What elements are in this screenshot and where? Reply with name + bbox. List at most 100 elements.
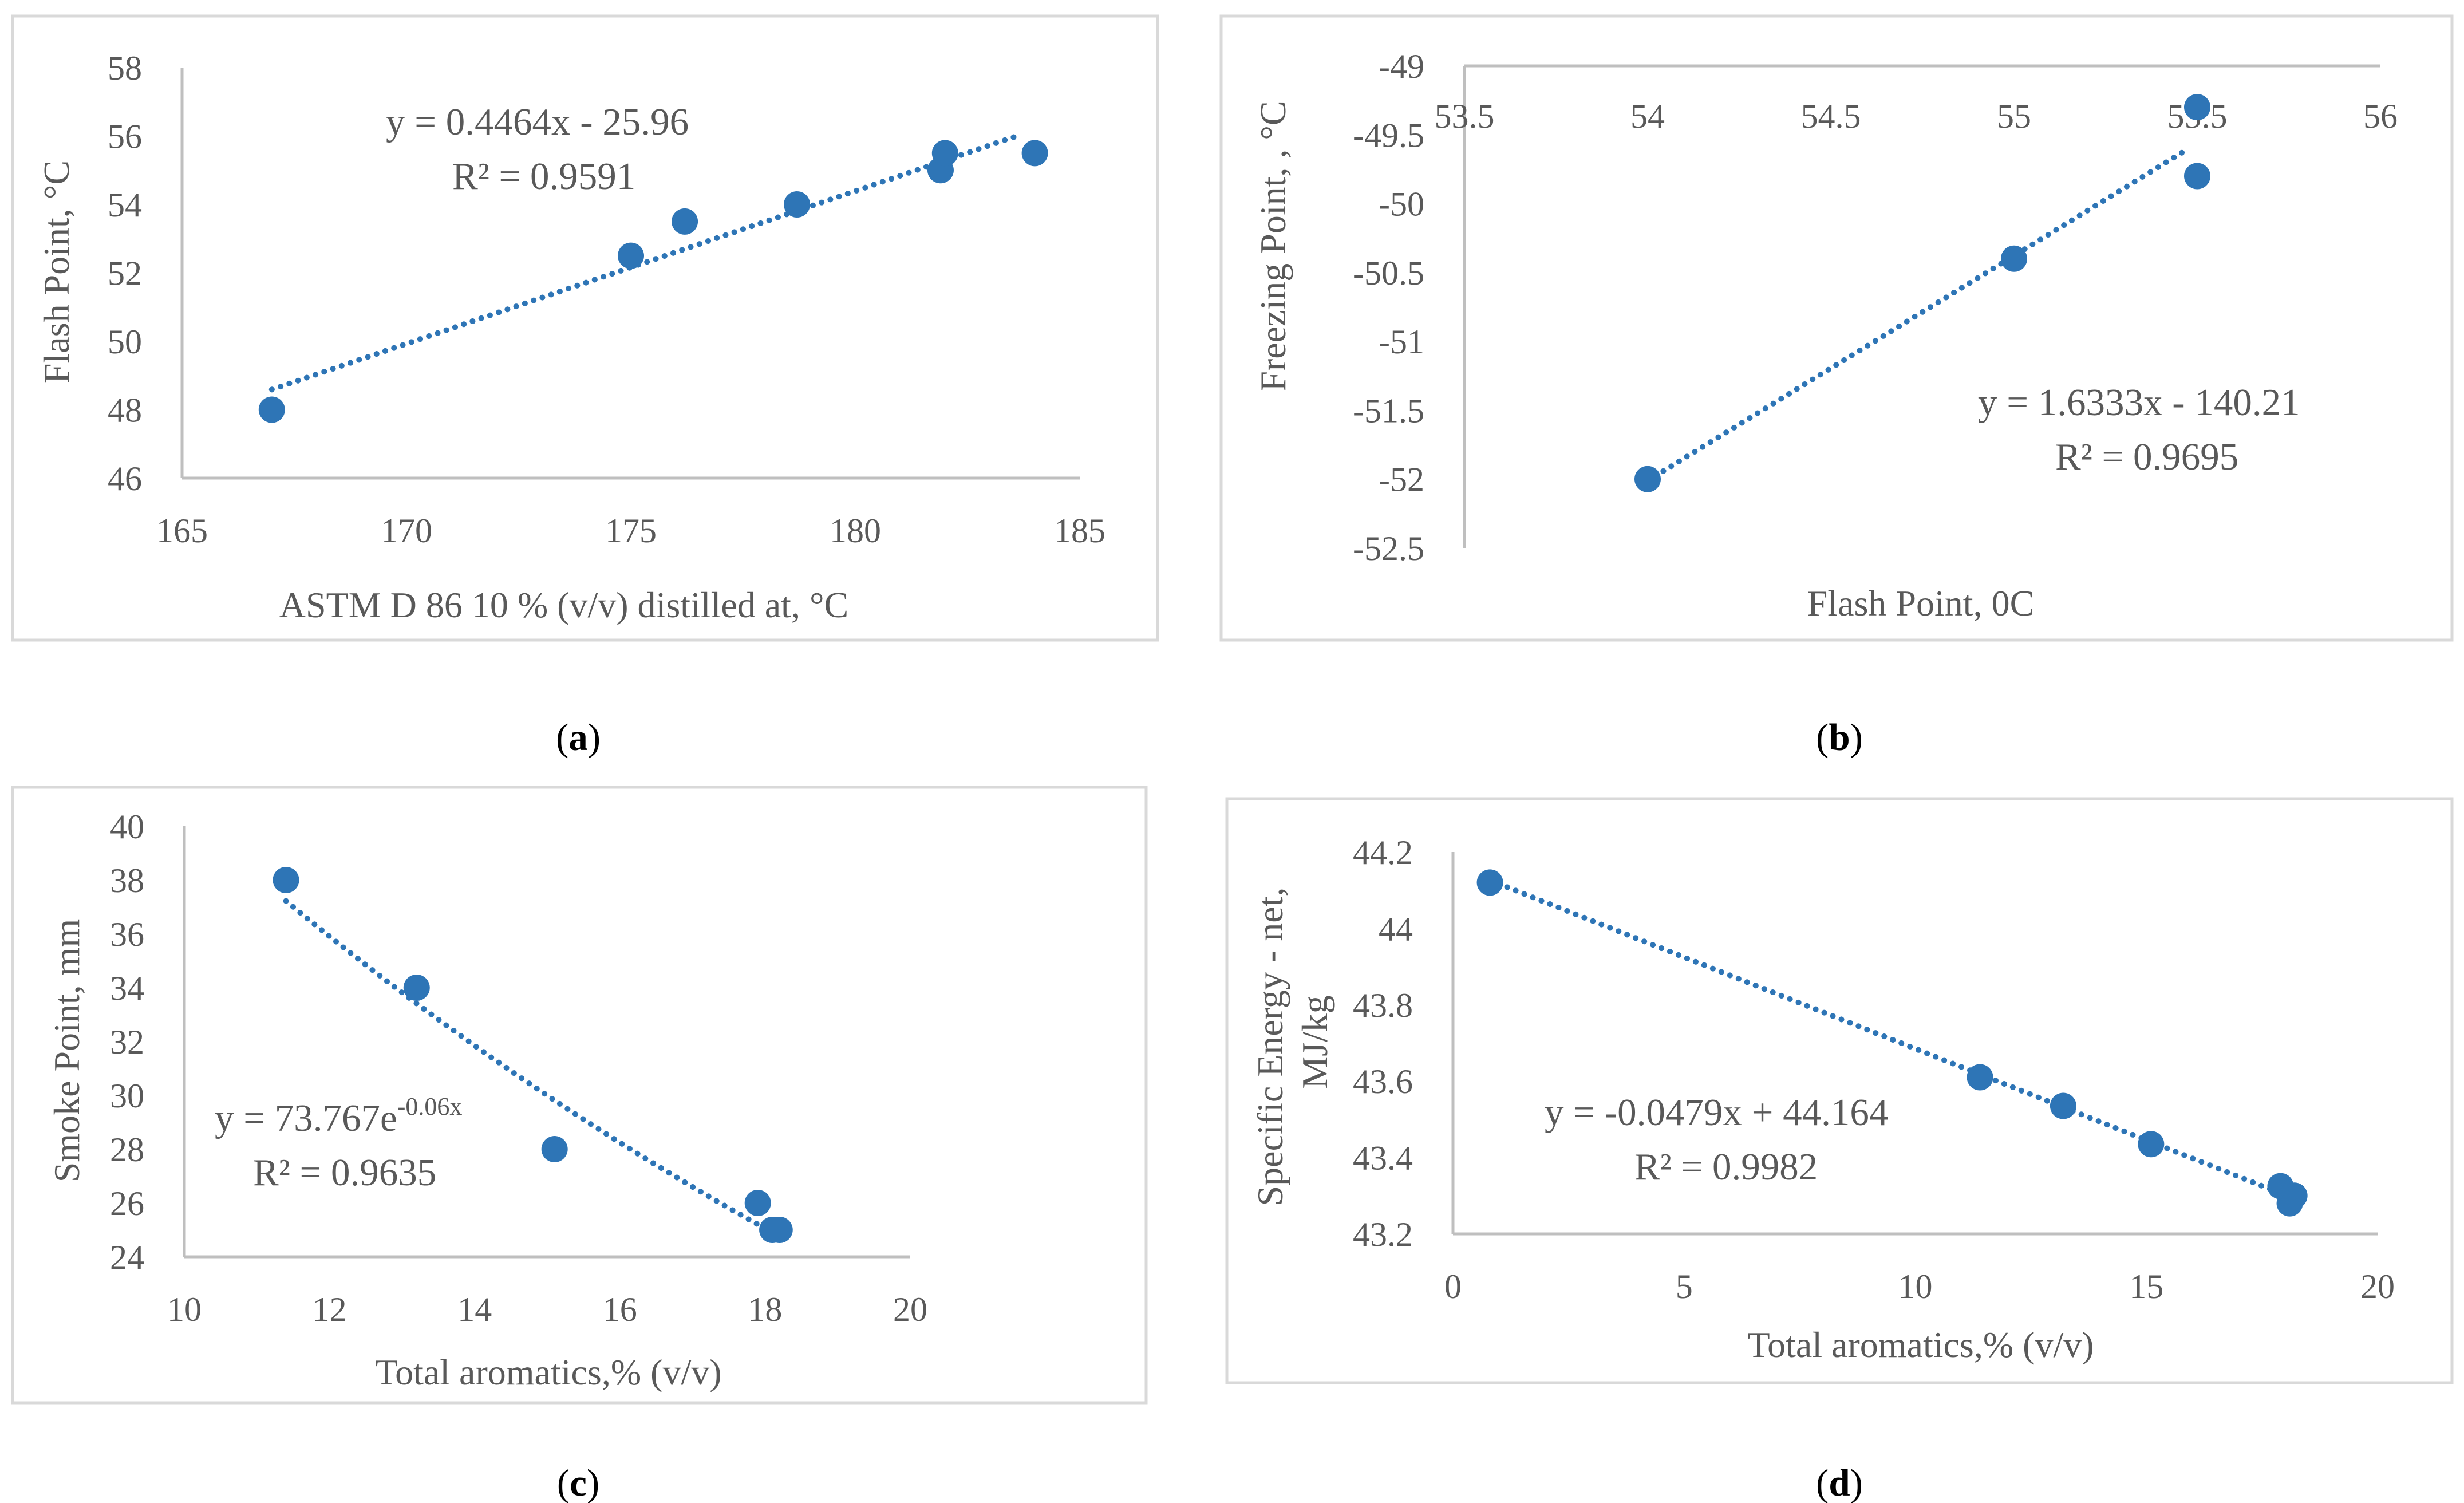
panel-c-x-tick-label: 20 — [893, 1291, 927, 1328]
panel-d-ylabel-line1: Specific Energy - net, — [1250, 887, 1290, 1206]
panel-c-y-tick-label: 40 — [110, 808, 144, 846]
panel-b-x-tick-label: 55 — [1997, 97, 2031, 135]
panel-d-ylabel-line2: MJ/kg — [1294, 995, 1335, 1089]
panel-d-y-tick-label: 43.8 — [1353, 987, 1413, 1024]
panel-b-trendline — [1645, 147, 2189, 484]
panel-d-equation: y = -0.0479x + 44.164 — [1545, 1091, 1888, 1134]
panel-c-data-point — [766, 1217, 793, 1243]
panel-a-x-tick-label: 185 — [1054, 512, 1105, 550]
panel-b-ylabel: Freezing Point, , °C — [1253, 101, 1293, 391]
panel-a-data-point — [618, 242, 644, 269]
panel-c: 10 12 14 16 18 20 24 26 28 30 32 34 36 38 40 y = 73.76… — [11, 786, 1148, 1503]
panel-b-data-point — [2184, 163, 2210, 190]
panel-b-trendline-path — [1645, 147, 2189, 484]
panel-b-points — [1634, 94, 2210, 492]
panel-c-ylabel: Smoke Point, mm — [46, 919, 87, 1183]
panel-c-y-tick-label: 34 — [110, 969, 144, 1007]
panel-a-r2: R² = 0.9591 — [452, 155, 635, 198]
panel-c-x-tick-label: 18 — [748, 1291, 782, 1328]
panel-c-y-tick-label: 30 — [110, 1077, 144, 1115]
panel-b-data-point — [2001, 245, 2027, 272]
panel-a-y-tick-label: 56 — [108, 118, 142, 156]
panel-d-x-tick-label: 15 — [2129, 1268, 2163, 1305]
panel-a-data-point — [672, 208, 698, 235]
panel-c-xlabel: Total aromatics,% (v/v) — [375, 1352, 721, 1392]
panel-a-y-tick-label: 50 — [108, 323, 142, 361]
panel-a-frame — [11, 14, 1159, 642]
panel-a-equation: y = 0.4464x - 25.96 — [386, 101, 689, 143]
panel-b-x-tick-label: 53.5 — [1435, 97, 1495, 135]
panel-d-frame — [1225, 797, 2454, 1384]
panel-b-x-tick-label: 54 — [1630, 97, 1665, 135]
panel-d-data-point — [2138, 1131, 2165, 1158]
panel-b-y-tick-label: -50.5 — [1353, 254, 1424, 292]
panel-b-y-tick-label: -52 — [1379, 461, 1424, 499]
panel-c-x-tick-label: 16 — [603, 1291, 637, 1328]
panel-d-y-tick-label: 43.6 — [1353, 1063, 1413, 1100]
panel-b-data-point — [2184, 94, 2210, 121]
panel-b: 53.55454.55555.556-49-49.5-50-50.5-51-51… — [1219, 14, 2454, 759]
panel-a-xlabel: ASTM D 86 10 % (v/v) distilled at, °C — [279, 585, 848, 625]
panel-b-data-point — [1634, 466, 1661, 492]
panel-d-xlabel: Total aromatics,% (v/v) — [1747, 1324, 2094, 1365]
panel-d-y-tick-label: 43.4 — [1353, 1139, 1413, 1177]
panel-c-y-tick-label: 24 — [110, 1238, 144, 1276]
panel-c-data-point — [403, 975, 430, 1001]
panel-c-y-tick-label: 26 — [110, 1185, 144, 1222]
panel-d-ylabel: Specific Energy - net, MJ/kg — [1250, 878, 1335, 1206]
panel-a-points — [258, 140, 1048, 423]
panel-a-x-tick-label: 170 — [381, 512, 432, 550]
panel-a-y-tick-label: 52 — [108, 255, 142, 293]
panel-b-r2: R² = 0.9695 — [2055, 436, 2238, 478]
panel-a-y-tick-label: 54 — [108, 186, 142, 224]
panel-c-y-tick-label: 32 — [110, 1023, 144, 1061]
panel-a-x-tick-label: 175 — [605, 512, 657, 550]
panel-b-y-tick-label: -49.5 — [1353, 116, 1424, 154]
panel-b-xlabel: Flash Point, 0C — [1807, 583, 2035, 624]
panel-a-y-tick-label: 48 — [108, 392, 142, 429]
panel-d-y-tick-label: 43.2 — [1353, 1216, 1413, 1253]
panel-c-r2: R² = 0.9635 — [253, 1151, 436, 1194]
panel-c-caption: (c) — [557, 1462, 599, 1503]
panel-d-x-tick-label: 5 — [1676, 1268, 1693, 1305]
panel-d-axes: 0 5 10 15 20 43.2 43.4 43.6 43.8 44 44.2 — [1353, 834, 2395, 1305]
panel-c-y-tick-label: 28 — [110, 1131, 144, 1169]
panel-a-data-point — [784, 191, 811, 218]
panel-a-ylabel: Flash Point, °C — [36, 160, 77, 384]
panel-c-equation: y = 73.767e-0.06x — [215, 1092, 462, 1139]
panel-d-y-tick-label: 44.2 — [1353, 834, 1413, 871]
panel-b-frame — [1219, 14, 2454, 642]
panel-c-x-tick-label: 12 — [313, 1291, 347, 1328]
panel-d-data-point — [2281, 1182, 2308, 1209]
panel-d-caption: (d) — [1816, 1462, 1863, 1503]
panel-c-points — [273, 867, 793, 1243]
panel-c-y-tick-label: 36 — [110, 916, 144, 953]
panel-b-x-tick-label: 54.5 — [1801, 97, 1861, 135]
panel-c-equation-exponent: -0.06x — [397, 1092, 463, 1121]
panel-d-data-point — [1967, 1064, 1993, 1091]
panel-a-trendline-path — [268, 131, 1025, 393]
panel-d-data-point — [1476, 869, 1503, 896]
panel-c-x-tick-label: 14 — [457, 1291, 492, 1328]
panel-b-y-tick-label: -51.5 — [1353, 392, 1424, 429]
panel-a-x-tick-label: 165 — [156, 512, 208, 550]
panel-c-equation-base: y = 73.767e — [215, 1097, 397, 1139]
panel-d-r2: R² = 0.9982 — [1634, 1146, 1818, 1188]
panel-b-caption: (b) — [1816, 716, 1863, 759]
panel-b-x-tick-label: 56 — [2363, 97, 2398, 135]
panel-a-x-tick-label: 180 — [830, 512, 881, 550]
panel-c-axes: 10 12 14 16 18 20 24 26 28 30 32 34 36 38 40 — [110, 808, 927, 1328]
panel-c-x-tick-label: 10 — [167, 1291, 202, 1328]
panel-c-y-tick-label: 38 — [110, 862, 144, 900]
panel-c-frame — [11, 786, 1148, 1405]
panel-a-y-tick-label: 58 — [108, 49, 142, 87]
panel-d-points — [1476, 869, 2308, 1217]
panel-b-y-tick-label: -49 — [1379, 48, 1424, 85]
panel-a-data-point — [258, 396, 285, 423]
panel-d-x-tick-label: 10 — [1898, 1268, 1933, 1305]
panel-a: 165 170 175 180 185 46 48 50 52 54 56 58 y = 0.4464… — [11, 14, 1159, 759]
panel-a-data-point — [1021, 140, 1048, 167]
panel-b-y-tick-label: -52.5 — [1353, 530, 1424, 567]
panel-b-y-tick-label: -50 — [1379, 186, 1424, 223]
